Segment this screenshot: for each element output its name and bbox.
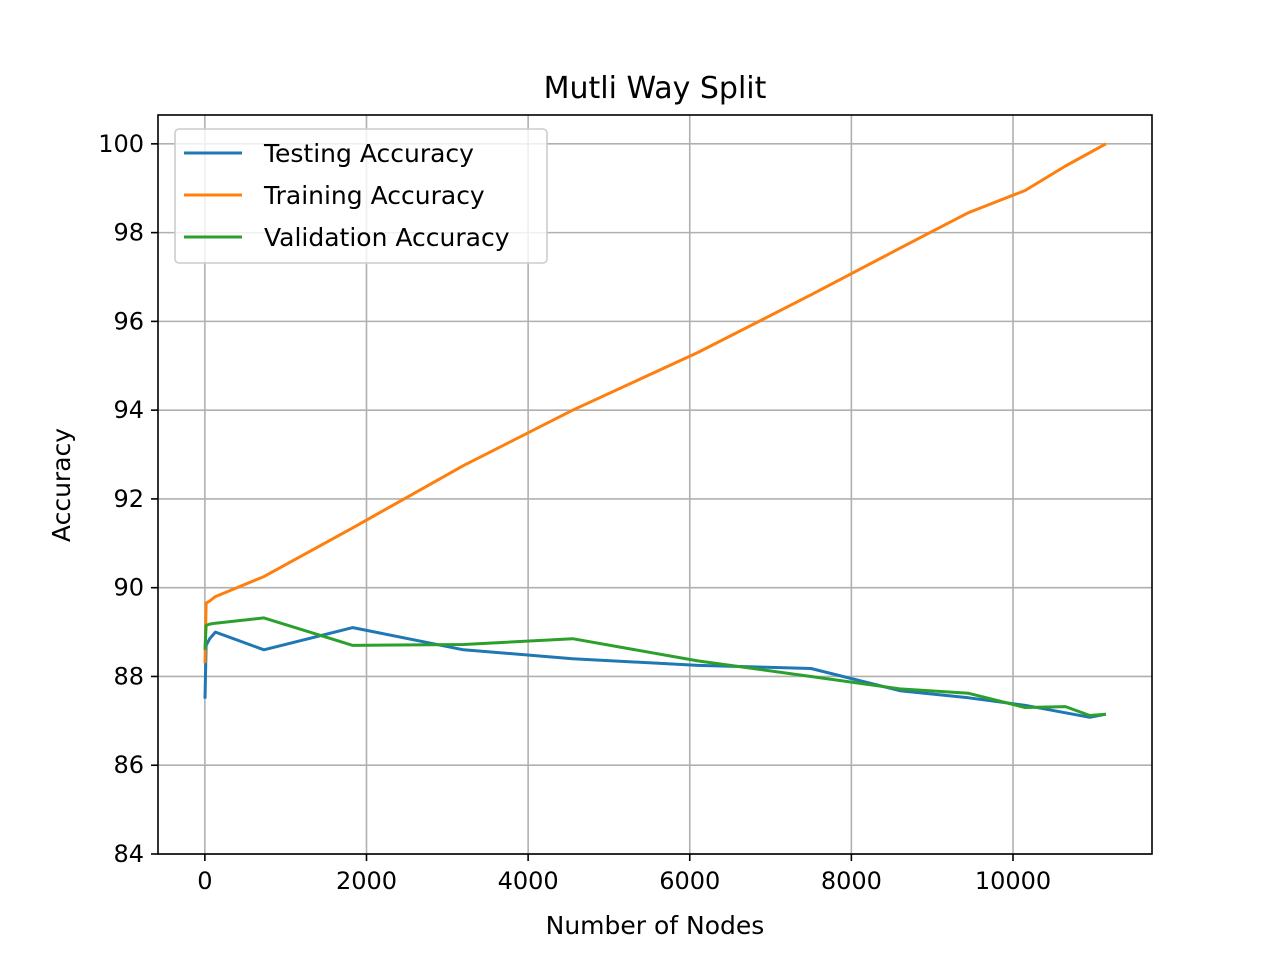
y-tick-label: 84: [113, 840, 144, 868]
x-tick-label: 8000: [821, 867, 882, 895]
legend: Testing Accuracy Training Accuracy Validat…: [174, 128, 548, 264]
y-tick-label: 94: [113, 396, 144, 424]
y-tick-label: 90: [113, 574, 144, 602]
y-tick-label: 88: [113, 662, 144, 690]
y-tick-label: 100: [98, 130, 144, 158]
legend-label-1: Training Accuracy: [263, 181, 485, 210]
chart-title: Mutli Way Split: [544, 71, 767, 106]
y-axis-label: Accuracy: [47, 428, 76, 542]
plot-area-frame: [157, 114, 1153, 855]
legend-label-2: Validation Accuracy: [264, 223, 510, 252]
x-tick-label: 10000: [975, 867, 1051, 895]
series-line-2: [203, 616, 1107, 717]
x-tick-label: 4000: [498, 867, 559, 895]
x-axis-label: Number of Nodes: [546, 911, 765, 940]
y-tick-label: 92: [113, 485, 144, 513]
y-tick-label: 96: [113, 307, 144, 335]
series-line-1: [203, 142, 1107, 664]
legend-box: [174, 128, 548, 264]
series-lines: [203, 142, 1107, 719]
y-tick-label: 86: [113, 751, 144, 779]
x-tick-label: 0: [197, 867, 212, 895]
grid-lines: [158, 115, 1152, 855]
x-tick-label: 2000: [336, 867, 397, 895]
axis-ticks: 0 2000 4000 6000 8000 10000 84 86 88 90 92 94 96 98 10…: [98, 130, 1051, 895]
legend-label-0: Testing Accuracy: [263, 139, 474, 168]
y-tick-label: 98: [113, 219, 144, 247]
x-tick-label: 6000: [659, 867, 720, 895]
